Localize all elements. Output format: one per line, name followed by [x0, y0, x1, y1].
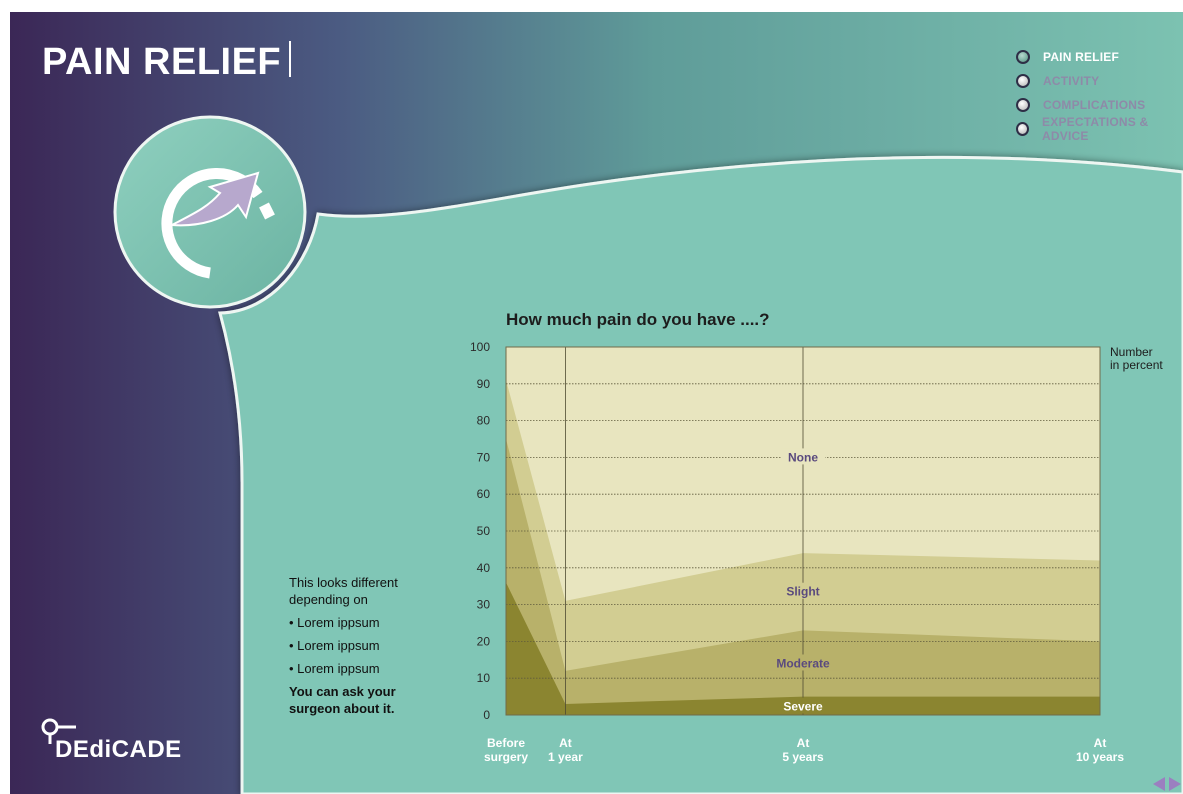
y-tick-label: 50 [477, 524, 491, 538]
y-tick-label: 90 [477, 377, 491, 391]
x-tick-label: 5 years [782, 750, 824, 764]
info-bullet-3: • Lorem ippsum [289, 661, 380, 676]
y-axis-label-line2: in percent [1110, 358, 1163, 372]
area-severe [506, 582, 1100, 715]
series-label-bg [773, 582, 833, 599]
nav-item-label: EXPECTATIONS & ADVICE [1042, 115, 1149, 143]
y-tick-label: 40 [477, 561, 491, 575]
nav-item-label: PAIN RELIEF [1043, 50, 1119, 64]
info-text: This looks different depending on • Lore… [289, 574, 439, 717]
logo-text: DEdiCADE [55, 736, 182, 763]
x-tick-label: At [797, 736, 810, 750]
series-label-none: None [788, 450, 818, 464]
previous-arrow-icon[interactable] [1153, 777, 1165, 791]
nav-item-activity[interactable]: ACTIVITY [1016, 69, 1183, 93]
nav-item-expectations-advice[interactable]: EXPECTATIONS & ADVICE [1016, 115, 1183, 143]
series-label-bg [766, 654, 840, 671]
info-bullet-1: • Lorem ippsum [289, 615, 380, 630]
nav-item-label: COMPLICATIONS [1043, 98, 1146, 112]
info-intro-line2: depending on [289, 592, 368, 607]
radio-dot-icon [1016, 74, 1030, 88]
series-label-bg [781, 448, 825, 465]
series-label-bg [773, 697, 833, 714]
next-arrow-icon[interactable] [1169, 777, 1181, 791]
nav-item-label: ACTIVITY [1043, 74, 1100, 88]
y-tick-label: 10 [477, 671, 491, 685]
info-intro-line1: This looks different [289, 575, 398, 590]
dedicade-logo: DEdiCADE [40, 716, 181, 763]
info-ask-line1: You can ask your [289, 684, 396, 699]
section-nav: PAIN RELIEF ACTIVITY COMPLICATIONS EXPEC… [1016, 45, 1183, 143]
x-tick-label: At [559, 736, 572, 750]
info-ask-line2: surgeon about it. [289, 701, 395, 716]
x-tick-label: At [1094, 736, 1107, 750]
y-tick-label: 70 [477, 450, 491, 464]
x-tick-label: 1 year [548, 750, 583, 764]
y-tick-label: 100 [470, 340, 490, 354]
nav-item-complications[interactable]: COMPLICATIONS [1016, 93, 1183, 117]
series-label-severe: Severe [783, 700, 823, 714]
area-slight [506, 380, 1100, 715]
page-nav-arrows [1153, 777, 1181, 791]
page-title: PAIN RELIEF [42, 40, 292, 84]
series-label-moderate: Moderate [776, 656, 830, 670]
series-label-slight: Slight [786, 585, 819, 599]
page-title-text: PAIN RELIEF [42, 41, 282, 83]
info-bullet-2: • Lorem ippsum [289, 638, 380, 653]
x-tick-label: surgery [484, 750, 528, 764]
nav-item-pain-relief[interactable]: PAIN RELIEF [1016, 45, 1183, 69]
y-axis-label-line1: Number [1110, 345, 1153, 359]
x-tick-label: Before [487, 736, 525, 750]
y-tick-label: 0 [483, 708, 490, 722]
plot-frame [505, 346, 1101, 716]
y-tick-label: 60 [477, 487, 491, 501]
y-tick-label: 20 [477, 634, 491, 648]
radio-dot-icon [1016, 98, 1030, 112]
logo-mark-icon [41, 718, 76, 744]
area-moderate [506, 439, 1100, 715]
chart-title: How much pain do you have ....? [506, 310, 770, 329]
pain-relief-icon [161, 168, 275, 279]
radio-dot-icon [1016, 50, 1030, 64]
y-tick-label: 30 [477, 598, 491, 612]
y-tick-label: 80 [477, 414, 491, 428]
radio-dot-icon [1016, 122, 1030, 136]
title-divider [289, 41, 292, 77]
x-tick-label: 10 years [1076, 750, 1124, 764]
